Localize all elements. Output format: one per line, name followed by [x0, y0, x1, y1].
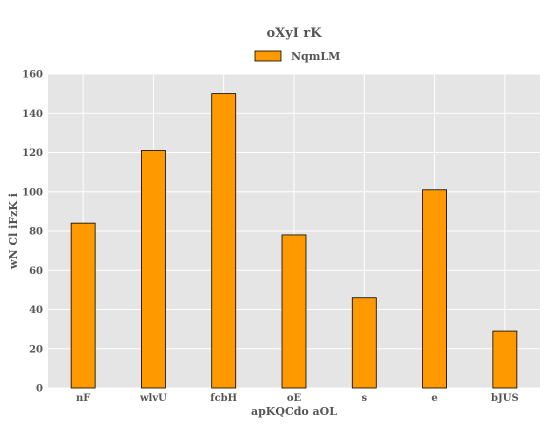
- y-tick-label: 40: [29, 305, 43, 316]
- x-tick-label: fcbH: [210, 393, 237, 404]
- x-tick-label: nF: [76, 393, 90, 404]
- x-tick-label: wlvU: [139, 393, 167, 404]
- bar-fcbH: [211, 93, 237, 389]
- y-tick-label: 20: [29, 344, 43, 355]
- y-tick-label: 120: [22, 148, 43, 159]
- y-tick-label: 160: [22, 70, 43, 81]
- legend-label: NqmLM: [291, 50, 340, 63]
- bar-wlvU: [141, 150, 166, 389]
- y-tick-label: 80: [29, 227, 43, 238]
- legend-swatch: [254, 50, 282, 62]
- bar-s: [351, 297, 377, 389]
- y-tick-label: 0: [36, 384, 43, 395]
- bars: [70, 93, 518, 389]
- x-tick-label: bJUS: [491, 393, 519, 404]
- bar-oE: [281, 234, 307, 389]
- x-tick-label: e: [431, 393, 437, 404]
- y-tick-label: 140: [22, 109, 43, 120]
- x-tick-labels: nF wlvU fcbH oE s e bJUS: [76, 393, 519, 404]
- chart-title: oXyI rK: [266, 26, 322, 41]
- y-axis-label: wN Cl iFzK i: [7, 193, 20, 270]
- y-tick-label: 100: [22, 187, 43, 198]
- bar-nF: [70, 222, 96, 389]
- legend: NqmLM: [254, 50, 340, 63]
- y-tick-label: 60: [29, 266, 43, 277]
- bar-bJUS: [492, 330, 518, 389]
- x-tick-label: s: [361, 393, 367, 404]
- x-tick-label: oE: [287, 393, 302, 404]
- y-tick-labels: 0 20 40 60 80 100 120 140 160: [22, 70, 43, 395]
- bar-e: [422, 189, 447, 389]
- x-axis-label: apKQCdo aOL: [251, 405, 337, 418]
